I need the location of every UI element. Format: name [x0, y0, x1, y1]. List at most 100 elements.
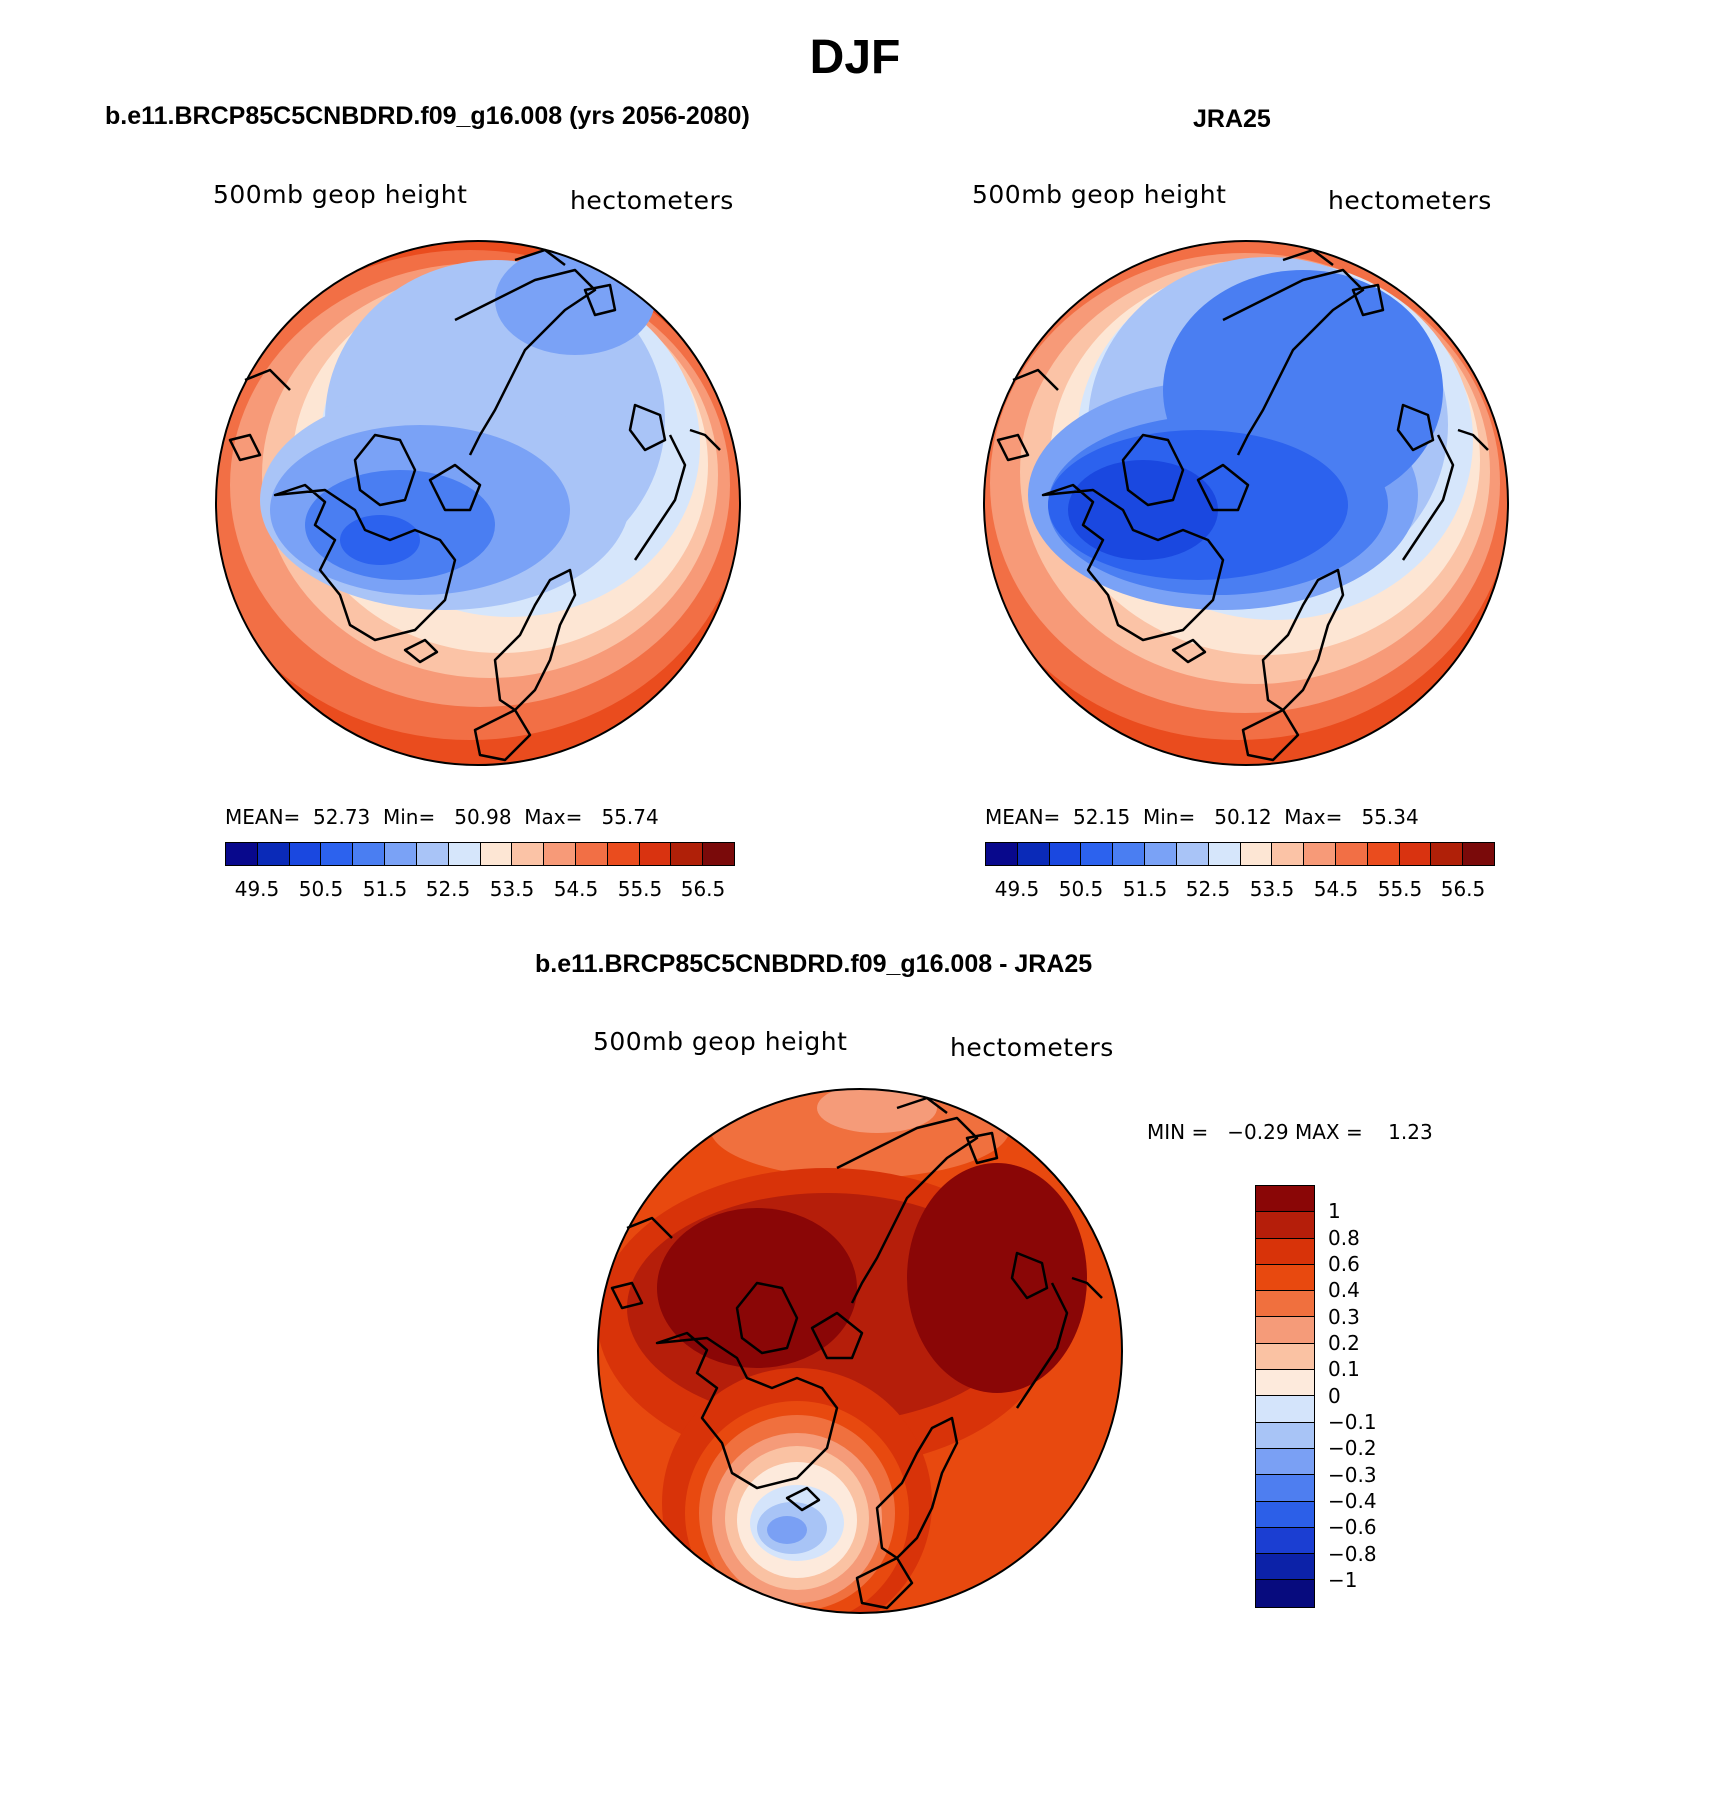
- obs-coastlines: [996, 248, 1489, 762]
- colorbar-swatch: [1017, 843, 1050, 865]
- model-stats: MEAN= 52.73 Min= 50.98 Max= 55.74: [225, 805, 659, 829]
- diff-colorbar-tick: −0.6: [1328, 1515, 1377, 1539]
- diff-colorbar-tick: −0.1: [1328, 1410, 1377, 1434]
- diff-colorbar-tick: 0.3: [1328, 1305, 1360, 1329]
- colorbar-swatch: [1256, 1186, 1314, 1213]
- colorbar-swatch: [1304, 843, 1336, 865]
- diff-colorbar-tick: 0: [1328, 1384, 1341, 1408]
- colorbar-swatch: [1272, 843, 1305, 865]
- diff-coastlines: [610, 1096, 1103, 1610]
- colorbar-swatch: [1145, 843, 1177, 865]
- obs-polar-map: [983, 240, 1509, 766]
- colorbar-swatch: [639, 843, 672, 865]
- colorbar-swatch: [289, 843, 322, 865]
- colorbar-swatch: [1431, 843, 1464, 865]
- colorbar-swatch: [703, 843, 734, 865]
- model-variable-label: 500mb geop height: [213, 180, 468, 209]
- obs-colorbar-tick: 54.5: [1313, 877, 1359, 901]
- model-colorbar-tick: 52.5: [425, 877, 471, 901]
- model-polar-map: [215, 240, 741, 766]
- obs-colorbar-tick: 51.5: [1122, 877, 1168, 901]
- model-colorbar: [225, 842, 735, 866]
- colorbar-swatch: [1256, 1527, 1314, 1555]
- colorbar-swatch: [1256, 1212, 1314, 1239]
- colorbar-swatch: [1081, 843, 1114, 865]
- diff-units-label: hectometers: [950, 1033, 1114, 1062]
- colorbar-swatch: [448, 843, 481, 865]
- colorbar-swatch: [544, 843, 576, 865]
- model-colorbar-tick: 55.5: [617, 877, 663, 901]
- diff-map-border: [597, 1088, 1123, 1614]
- obs-colorbar-tick: 49.5: [994, 877, 1040, 901]
- colorbar-swatch: [1335, 843, 1368, 865]
- colorbar-swatch: [1399, 843, 1432, 865]
- colorbar-swatch: [321, 843, 354, 865]
- diff-colorbar-tick: −0.3: [1328, 1463, 1377, 1487]
- colorbar-swatch: [1256, 1475, 1314, 1502]
- colorbar-swatch: [1256, 1370, 1314, 1397]
- colorbar-swatch: [1256, 1422, 1314, 1449]
- diff-polar-map: [597, 1088, 1123, 1614]
- colorbar-swatch: [257, 843, 290, 865]
- colorbar-swatch: [575, 843, 608, 865]
- colorbar-swatch: [1256, 1554, 1314, 1581]
- obs-colorbar-tick: 52.5: [1185, 877, 1231, 901]
- model-coastlines: [228, 248, 721, 762]
- diff-colorbar-tick: 0.2: [1328, 1331, 1360, 1355]
- diff-panel-title: b.e11.BRCP85C5CNBDRD.f09_g16.008 - JRA25: [535, 950, 1093, 978]
- obs-panel-title: JRA25: [1193, 105, 1271, 133]
- diff-colorbar-tick: −1: [1328, 1568, 1358, 1592]
- colorbar-swatch: [1256, 1317, 1314, 1344]
- figure-title: DJF: [809, 31, 901, 84]
- colorbar-swatch: [1367, 843, 1400, 865]
- model-colorbar-tick: 51.5: [362, 877, 408, 901]
- colorbar-swatch: [512, 843, 545, 865]
- colorbar-swatch: [1256, 1448, 1314, 1476]
- diff-colorbar-tick: −0.2: [1328, 1436, 1377, 1460]
- colorbar-swatch: [1176, 843, 1209, 865]
- colorbar-swatch: [385, 843, 417, 865]
- colorbar-swatch: [1113, 843, 1146, 865]
- colorbar-swatch: [226, 843, 258, 865]
- colorbar-swatch: [480, 843, 513, 865]
- colorbar-swatch: [1256, 1501, 1314, 1528]
- colorbar-swatch: [1463, 843, 1494, 865]
- obs-map-border: [983, 240, 1509, 766]
- colorbar-swatch: [671, 843, 704, 865]
- obs-colorbar-tick: 55.5: [1377, 877, 1423, 901]
- model-colorbar-tick: 53.5: [489, 877, 535, 901]
- diff-colorbar-tick: 0.8: [1328, 1226, 1360, 1250]
- obs-colorbar: [985, 842, 1495, 866]
- obs-variable-label: 500mb geop height: [972, 180, 1227, 209]
- model-colorbar-tick: 56.5: [680, 877, 726, 901]
- model-colorbar-tick: 50.5: [298, 877, 344, 901]
- diff-colorbar-tick: 1: [1328, 1199, 1341, 1223]
- obs-colorbar-tick: 53.5: [1249, 877, 1295, 901]
- obs-colorbar-tick: 50.5: [1058, 877, 1104, 901]
- obs-stats: MEAN= 52.15 Min= 50.12 Max= 55.34: [985, 805, 1419, 829]
- diff-colorbar-tick: 0.6: [1328, 1252, 1360, 1276]
- colorbar-swatch: [1256, 1396, 1314, 1423]
- model-units-label: hectometers: [570, 186, 734, 215]
- diff-colorbar-tick: 0.4: [1328, 1278, 1360, 1302]
- colorbar-swatch: [1256, 1580, 1314, 1607]
- colorbar-swatch: [1256, 1343, 1314, 1371]
- colorbar-swatch: [1256, 1238, 1314, 1265]
- diff-colorbar-tick: 0.1: [1328, 1357, 1360, 1381]
- obs-units-label: hectometers: [1328, 186, 1492, 215]
- colorbar-swatch: [986, 843, 1018, 865]
- colorbar-swatch: [1208, 843, 1241, 865]
- colorbar-swatch: [1256, 1264, 1314, 1292]
- colorbar-swatch: [1256, 1291, 1314, 1318]
- colorbar-swatch: [1049, 843, 1082, 865]
- model-map-border: [215, 240, 741, 766]
- colorbar-swatch: [607, 843, 640, 865]
- obs-colorbar-tick: 56.5: [1440, 877, 1486, 901]
- colorbar-swatch: [1240, 843, 1273, 865]
- model-colorbar-tick: 54.5: [553, 877, 599, 901]
- model-panel-title: b.e11.BRCP85C5CNBDRD.f09_g16.008 (yrs 20…: [105, 102, 750, 130]
- model-colorbar-tick: 49.5: [234, 877, 280, 901]
- colorbar-swatch: [353, 843, 386, 865]
- diff-colorbar-tick: −0.4: [1328, 1489, 1377, 1513]
- diff-variable-label: 500mb geop height: [593, 1027, 848, 1056]
